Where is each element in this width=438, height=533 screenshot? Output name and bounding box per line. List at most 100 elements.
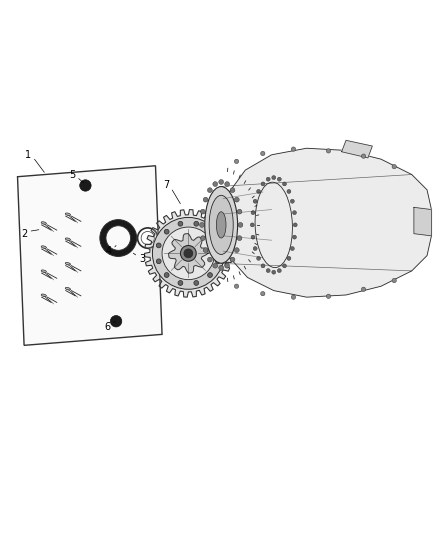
Circle shape bbox=[361, 287, 366, 292]
Circle shape bbox=[326, 149, 331, 153]
Circle shape bbox=[164, 273, 169, 278]
Text: 4: 4 bbox=[106, 246, 112, 256]
Circle shape bbox=[208, 273, 212, 278]
Text: 5: 5 bbox=[69, 169, 75, 180]
Circle shape bbox=[237, 236, 242, 240]
Circle shape bbox=[203, 197, 208, 202]
Circle shape bbox=[100, 220, 137, 256]
Circle shape bbox=[250, 223, 254, 227]
Circle shape bbox=[201, 209, 205, 214]
Polygon shape bbox=[169, 233, 208, 273]
Text: 7: 7 bbox=[163, 181, 170, 190]
Circle shape bbox=[156, 243, 161, 248]
Circle shape bbox=[293, 223, 297, 227]
Circle shape bbox=[361, 154, 366, 158]
Circle shape bbox=[156, 259, 161, 264]
Text: 2: 2 bbox=[21, 229, 27, 239]
Circle shape bbox=[290, 247, 294, 251]
Circle shape bbox=[184, 249, 193, 258]
Polygon shape bbox=[145, 209, 232, 297]
Circle shape bbox=[261, 292, 265, 296]
Circle shape bbox=[266, 269, 270, 272]
Circle shape bbox=[234, 248, 239, 253]
Text: 1: 1 bbox=[25, 150, 32, 160]
Circle shape bbox=[291, 295, 296, 300]
Circle shape bbox=[203, 248, 208, 253]
Ellipse shape bbox=[65, 213, 71, 215]
Circle shape bbox=[266, 177, 270, 181]
Circle shape bbox=[290, 199, 294, 203]
Text: 6: 6 bbox=[104, 321, 110, 332]
Circle shape bbox=[392, 278, 396, 282]
Circle shape bbox=[257, 256, 261, 260]
Circle shape bbox=[253, 199, 257, 203]
Circle shape bbox=[238, 222, 243, 227]
Circle shape bbox=[215, 243, 220, 248]
Circle shape bbox=[257, 189, 261, 193]
Circle shape bbox=[208, 188, 212, 192]
Circle shape bbox=[213, 182, 218, 187]
Circle shape bbox=[272, 270, 276, 274]
Circle shape bbox=[261, 182, 265, 186]
Circle shape bbox=[201, 236, 205, 240]
Circle shape bbox=[225, 263, 230, 268]
Ellipse shape bbox=[41, 294, 46, 296]
Ellipse shape bbox=[65, 262, 71, 265]
Circle shape bbox=[251, 235, 255, 239]
Circle shape bbox=[283, 264, 286, 268]
Polygon shape bbox=[18, 166, 162, 345]
Circle shape bbox=[287, 256, 291, 260]
Ellipse shape bbox=[41, 222, 46, 224]
Circle shape bbox=[152, 217, 224, 289]
Circle shape bbox=[283, 182, 286, 186]
Circle shape bbox=[208, 229, 212, 234]
Circle shape bbox=[219, 180, 223, 184]
Circle shape bbox=[293, 235, 297, 239]
Circle shape bbox=[237, 209, 242, 214]
Circle shape bbox=[164, 229, 169, 234]
Ellipse shape bbox=[209, 195, 233, 254]
Circle shape bbox=[194, 221, 199, 226]
Circle shape bbox=[253, 247, 257, 251]
Circle shape bbox=[138, 228, 158, 248]
Circle shape bbox=[261, 151, 265, 156]
Circle shape bbox=[234, 284, 239, 288]
Circle shape bbox=[287, 189, 291, 193]
Ellipse shape bbox=[205, 187, 237, 263]
Circle shape bbox=[326, 294, 331, 298]
Circle shape bbox=[194, 280, 199, 285]
Ellipse shape bbox=[216, 212, 226, 238]
Circle shape bbox=[219, 265, 223, 270]
Circle shape bbox=[272, 175, 276, 180]
Circle shape bbox=[162, 227, 215, 280]
Circle shape bbox=[234, 159, 239, 164]
Circle shape bbox=[230, 188, 235, 192]
Circle shape bbox=[106, 226, 131, 251]
Circle shape bbox=[261, 264, 265, 268]
Circle shape bbox=[234, 197, 239, 202]
Circle shape bbox=[277, 177, 281, 181]
Circle shape bbox=[213, 263, 218, 268]
Circle shape bbox=[178, 280, 183, 285]
Ellipse shape bbox=[65, 287, 71, 290]
Polygon shape bbox=[342, 140, 372, 158]
Circle shape bbox=[110, 316, 122, 327]
Circle shape bbox=[230, 257, 235, 262]
Circle shape bbox=[200, 222, 204, 227]
Circle shape bbox=[180, 246, 196, 261]
Circle shape bbox=[141, 231, 154, 245]
Circle shape bbox=[293, 211, 297, 215]
Circle shape bbox=[178, 221, 183, 226]
Circle shape bbox=[291, 147, 296, 151]
Circle shape bbox=[277, 269, 281, 272]
Text: 3: 3 bbox=[139, 254, 145, 264]
Ellipse shape bbox=[41, 270, 46, 272]
Polygon shape bbox=[217, 148, 431, 297]
Circle shape bbox=[208, 257, 212, 262]
Circle shape bbox=[392, 165, 396, 169]
Circle shape bbox=[80, 180, 91, 191]
Circle shape bbox=[251, 211, 255, 215]
Circle shape bbox=[225, 182, 230, 187]
Ellipse shape bbox=[41, 246, 46, 248]
Polygon shape bbox=[414, 207, 431, 236]
